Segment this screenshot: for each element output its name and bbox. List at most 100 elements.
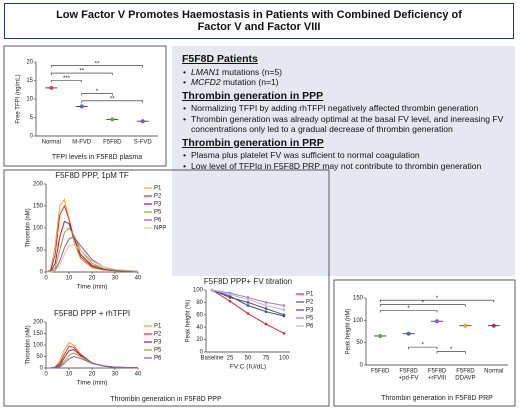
dot (463, 323, 468, 328)
y-tick-label: 60 (196, 312, 203, 318)
bracket (81, 93, 113, 96)
legend-label: P1 (154, 324, 162, 330)
y-tick-label: 200 (33, 320, 44, 326)
y-tick-label: 20 (196, 337, 203, 343)
legend-label: P5 (154, 348, 162, 354)
panel (3, 45, 167, 167)
x-tick-label: Normal (484, 369, 503, 375)
y-axis-label: Peak height (nM) (346, 309, 352, 355)
x-tick-label: M-FVD (72, 140, 92, 146)
bullet: Plasma plus platelet FV was sufficient t… (191, 150, 505, 161)
series-line (45, 227, 139, 273)
y-tick-label: 0 (40, 270, 44, 276)
y-tick-label: 80 (196, 300, 203, 306)
legend-label: P3 (306, 308, 314, 314)
x-tick-label: F5F8D (456, 369, 475, 375)
bracket (408, 346, 438, 350)
x-tick-label: Baseline (200, 356, 224, 362)
bracket (50, 80, 83, 83)
x-tick-label: 10 (66, 372, 73, 378)
x-tick-label: 25 (227, 356, 234, 362)
x-tick-label: 40 (135, 372, 142, 378)
marker (228, 293, 232, 296)
x-tick-label: Normal (42, 140, 61, 146)
dot (435, 319, 439, 324)
marker (246, 312, 250, 315)
bullet-text: mutations (n=5) (219, 66, 282, 77)
legend-label: P1 (154, 186, 162, 192)
x-tick-label: 10 (66, 276, 73, 282)
annotation: ** (95, 61, 100, 67)
heading: Thrombin generation in PRP (182, 136, 324, 149)
dot (110, 117, 115, 122)
heading: F5F8D Patients (182, 53, 258, 65)
annotation: ** (79, 69, 84, 75)
marker (282, 308, 286, 312)
y-axis-label: Free TFPI (ng/mL) (16, 74, 22, 123)
marker (264, 310, 268, 314)
y-tick-label: 100 (193, 288, 204, 294)
x-tick-label: 0 (44, 276, 48, 282)
caption: Thrombin generation in F5F8D PRP (381, 395, 493, 402)
x-tick-label: 0 (44, 372, 48, 378)
x-tick-label: 20 (89, 276, 96, 282)
panel (333, 279, 516, 407)
y-axis-label: Peak height (%) (186, 300, 192, 343)
x-axis-label: FV:C (IU/dL) (230, 364, 266, 371)
y-tick-label: 100 (33, 226, 44, 232)
annotation: * (436, 296, 439, 302)
bracket (436, 351, 466, 354)
y-tick-label: 0 (30, 134, 34, 140)
y-tick-label: 20 (26, 60, 33, 66)
y-tick-label: 15 (26, 78, 33, 84)
legend-label: P2 (154, 332, 162, 338)
y-tick-label: 0 (360, 363, 364, 369)
legend-label: P1 (306, 292, 314, 298)
bullet: Normalizing TFPI by adding rhTFPI negati… (191, 103, 505, 114)
list: Normalizing TFPI by adding rhTFPI negati… (182, 103, 505, 135)
marker (246, 296, 250, 299)
summary-panel: F5F8D Patients LMAN1 mutations (n=5)MCFD… (172, 46, 515, 276)
x-tick-label: 100 (279, 356, 290, 362)
list: LMAN1 mutations (n=5)MCFD2 mutation (n=1… (182, 67, 505, 88)
legend-label: P5 (306, 316, 314, 322)
marker (282, 314, 286, 318)
x-tick-label: F5F8D (103, 140, 122, 146)
y-tick-label: 0 (200, 350, 204, 356)
marker (246, 298, 250, 301)
heading: Thrombin generation in PPP (182, 89, 324, 102)
bracket (379, 299, 495, 303)
legend-label: P2 (154, 194, 162, 200)
marker (228, 294, 232, 298)
marker (282, 304, 286, 307)
bracket (379, 304, 466, 307)
y-tick-label: 200 (33, 182, 44, 188)
marker (246, 301, 250, 304)
chart-title: F5F8D PPP + rhTFPI (54, 309, 130, 318)
bullet: LMAN1 mutations (n=5) (191, 67, 505, 78)
bracket (50, 65, 144, 68)
dot (491, 323, 496, 328)
x-axis-label: Time (min) (77, 380, 108, 387)
marker (264, 307, 268, 310)
dot (378, 333, 383, 338)
annotation: * (450, 347, 453, 353)
bullet: Thrombin generation was already optimal … (191, 114, 505, 135)
bracket (379, 310, 438, 313)
legend-label: NPP (154, 226, 166, 232)
y-tick-label: 100 (353, 318, 364, 324)
x-tick-label: 40 (135, 276, 142, 282)
dot (49, 85, 54, 90)
y-tick-label: 150 (33, 204, 44, 210)
sections: Thrombin generation in PPPNormalizing TF… (182, 89, 505, 172)
y-tick-label: 10 (26, 97, 33, 103)
x-tick-label: S-FVD (134, 140, 153, 146)
legend-label: P6 (154, 218, 162, 224)
y-axis-label: Thrombin (nM) (26, 325, 32, 364)
bullet-text: mutation (n=1) (220, 77, 279, 87)
y-tick-label: 0 (40, 366, 44, 372)
x-tick-label: +pd-FV (399, 376, 419, 382)
gene: MCFD2 (191, 77, 221, 87)
